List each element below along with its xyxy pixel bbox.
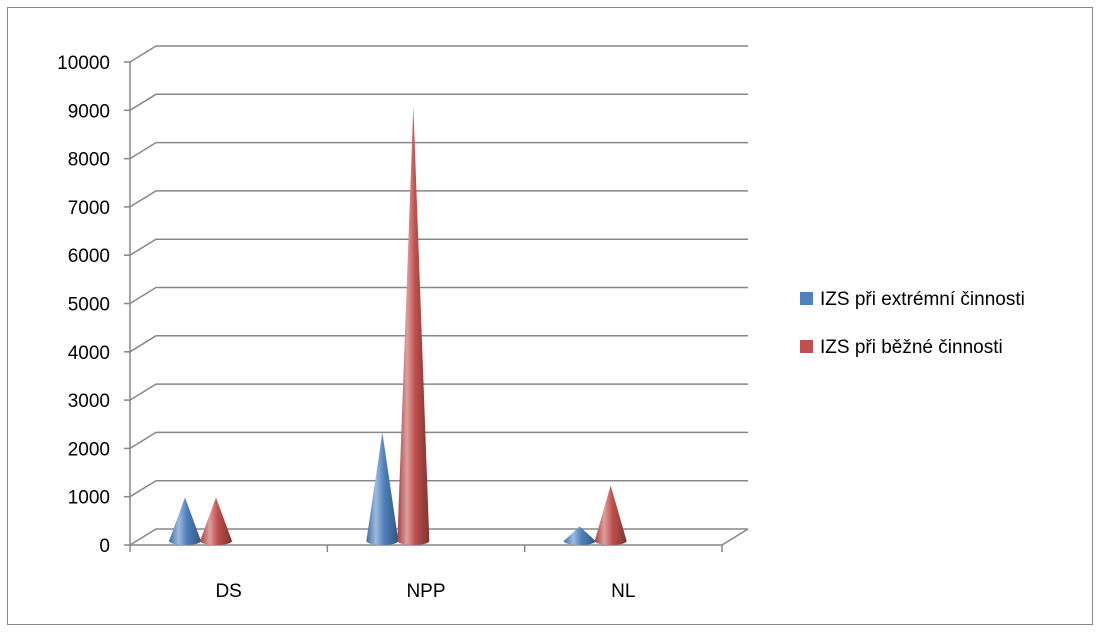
cone-body: [397, 106, 430, 546]
y-tick-label: 0: [99, 536, 110, 557]
x-tick-label: NL: [611, 581, 635, 602]
x-tick-label: NPP: [406, 581, 445, 602]
gridline: [129, 93, 748, 111]
gridline: [129, 141, 748, 160]
cone-body: [563, 526, 596, 545]
cone-body: [594, 485, 627, 545]
y-tick-label: 7000: [68, 198, 110, 219]
gridline: [129, 190, 748, 208]
cone-body: [169, 497, 201, 545]
legend-item: IZS při běžné činnosti: [800, 337, 1003, 358]
y-tick-label: 4000: [68, 343, 110, 364]
cone-bar: [594, 485, 627, 545]
cone-bar: [397, 106, 430, 546]
cone-bar: [169, 497, 201, 545]
y-tick-label: 5000: [68, 295, 110, 316]
cone-bar: [200, 497, 232, 545]
legend-label: IZS při extrémní činnosti: [820, 289, 1025, 310]
cone-bar: [563, 526, 596, 545]
legend-swatch: [800, 292, 813, 305]
legend-item: IZS při extrémní činnosti: [800, 289, 1025, 310]
gridline: [129, 479, 748, 498]
axes: 0 1000 2000 3000 4000 5000 6000 7000 8000 9000 100…: [57, 53, 723, 602]
gridline: [129, 528, 748, 546]
legend-swatch: [800, 340, 813, 353]
cone-body: [200, 497, 232, 545]
y-tick-label: 3000: [68, 391, 110, 412]
cone-body: [366, 432, 399, 545]
y-tick-label: 2000: [68, 439, 110, 460]
plot-area: [169, 106, 627, 546]
floor-edge: [721, 528, 749, 546]
gridlines: [129, 45, 749, 546]
cone-bar: [366, 432, 399, 545]
y-tick-label: 8000: [68, 150, 110, 171]
legend: IZS při extrémní činnosti IZS při běžné č…: [800, 289, 1025, 358]
y-tick-label: 6000: [68, 246, 110, 267]
y-tick-label: 10000: [57, 53, 110, 74]
x-tick-label: DS: [215, 581, 241, 602]
legend-label: IZS při běžné činnosti: [820, 337, 1003, 358]
gridline: [129, 286, 748, 305]
gridline: [129, 238, 748, 256]
y-tick-label: 1000: [68, 488, 110, 509]
gridline: [129, 431, 748, 450]
gridline: [129, 335, 748, 353]
y-tick-label: 9000: [68, 101, 110, 122]
gridline: [129, 45, 748, 63]
gridline: [129, 383, 748, 401]
